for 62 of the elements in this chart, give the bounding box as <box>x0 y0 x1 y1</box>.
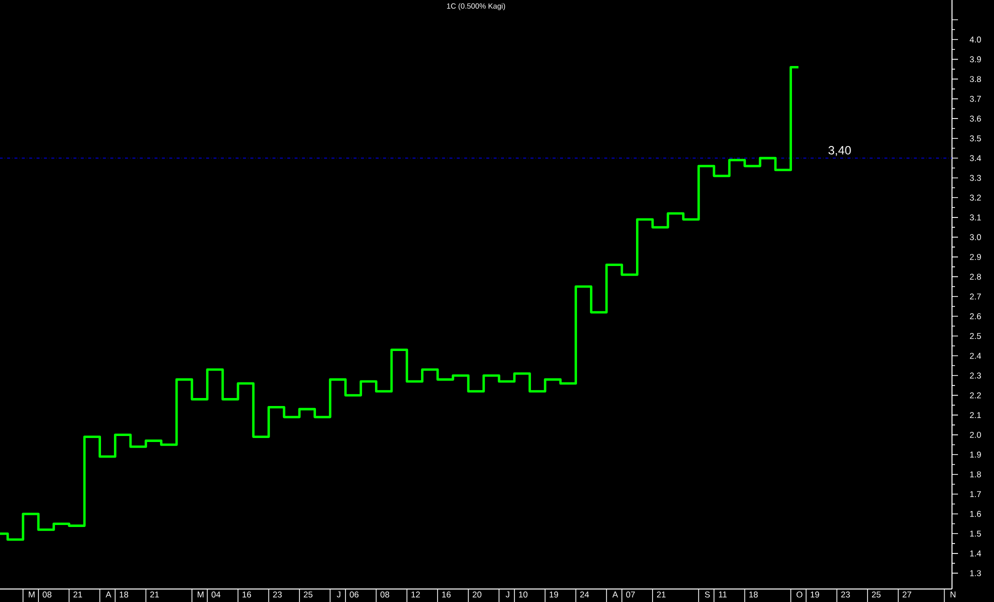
x-tick-label: 27 <box>902 592 912 598</box>
y-tick-label: 1.4 <box>970 550 982 556</box>
x-tick-label: 10 <box>519 592 528 598</box>
y-tick-label: 1.7 <box>970 491 981 498</box>
y-tick-label: 2.2 <box>970 392 981 398</box>
x-tick-label: 25 <box>872 592 881 598</box>
y-tick-label: 1.3 <box>970 570 981 576</box>
y-tick-label: 3.1 <box>970 214 981 220</box>
y-tick-label: 1.9 <box>970 452 981 458</box>
ref-line-label: 3,40 <box>828 146 851 156</box>
x-tick-label: S <box>704 592 710 598</box>
y-tick-label: 2.7 <box>970 294 981 300</box>
y-tick-label: 2.0 <box>970 432 981 438</box>
x-tick-label: 04 <box>212 592 220 598</box>
x-tick-label: 07 <box>626 592 635 598</box>
x-tick-label: M <box>28 592 35 598</box>
x-tick-label: N <box>950 592 956 598</box>
x-tick-label: 21 <box>656 592 666 598</box>
x-tick-label: 20 <box>472 592 482 598</box>
y-tick-label: 2.4 <box>970 352 982 359</box>
x-tick-label: 18 <box>749 592 758 598</box>
y-tick-label: 3.2 <box>970 194 981 201</box>
x-tick-label: J <box>506 592 510 598</box>
y-tick-label: 3.5 <box>970 135 981 142</box>
x-tick-label: M <box>198 592 204 598</box>
x-tick-label: A <box>106 592 112 598</box>
y-tick-label: 2.5 <box>970 333 981 339</box>
y-tick-label: 3.8 <box>970 76 981 82</box>
x-tick-label: A <box>612 592 618 598</box>
y-tick-label: 3.7 <box>970 96 981 102</box>
y-tick-label: 2.9 <box>970 254 981 260</box>
x-tick-label: 21 <box>150 592 159 598</box>
x-tick-label: 16 <box>442 592 451 598</box>
y-tick-label: 3.6 <box>970 116 981 122</box>
x-tick-label: 23 <box>273 592 282 598</box>
y-tick-label: 2.1 <box>970 412 981 418</box>
x-tick-label: J <box>336 592 340 598</box>
x-tick-label: 11 <box>718 592 727 598</box>
x-tick-label: 08 <box>380 592 390 598</box>
x-tick-label: 18 <box>120 592 128 598</box>
x-tick-label: 21 <box>73 592 82 598</box>
x-tick-label: 08 <box>42 592 52 598</box>
x-tick-label: 23 <box>841 592 850 598</box>
y-tick-label: 3.4 <box>970 155 982 162</box>
x-tick-label: 19 <box>550 592 558 598</box>
y-tick-label: 1.6 <box>970 510 981 517</box>
y-tick-label: 4.0 <box>970 36 981 43</box>
x-tick-label: 06 <box>350 592 359 598</box>
y-tick-label: 3.0 <box>970 234 981 240</box>
y-tick-label: 3.9 <box>970 56 981 62</box>
x-tick-label: 16 <box>242 592 252 598</box>
y-tick-label: 2.3 <box>970 372 981 379</box>
x-tick-label: 25 <box>304 592 312 598</box>
y-tick-label: 2.8 <box>970 274 981 280</box>
x-tick-label: 12 <box>412 592 420 598</box>
y-tick-label: 1.8 <box>970 471 981 478</box>
x-tick-label: 19 <box>810 592 820 598</box>
y-tick-label: 3.3 <box>970 174 981 181</box>
y-tick-label: 1.5 <box>970 530 981 537</box>
x-tick-label: 24 <box>580 592 589 598</box>
y-tick-label: 2.6 <box>970 313 981 320</box>
x-tick-label: O <box>796 592 802 598</box>
